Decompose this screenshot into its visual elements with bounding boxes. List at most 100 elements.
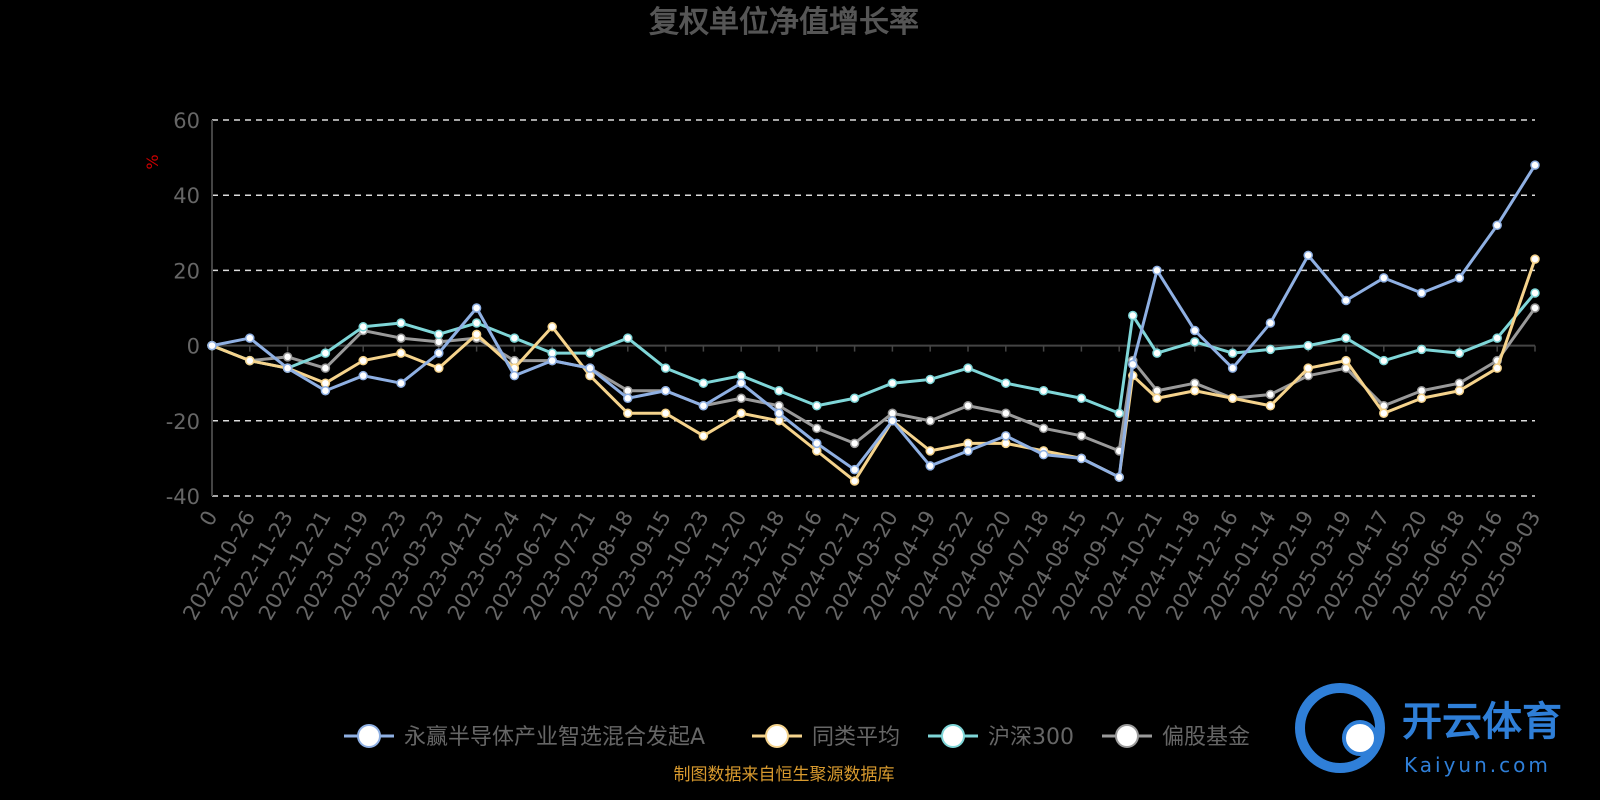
data-point xyxy=(1492,220,1502,231)
data-point xyxy=(849,464,860,475)
data-point xyxy=(396,318,406,328)
data-point xyxy=(320,385,331,396)
data-point xyxy=(1227,363,1238,373)
series-line-3 xyxy=(211,307,1537,453)
data-point xyxy=(320,363,331,373)
legend-item-3[interactable]: 偏股基金 xyxy=(1102,724,1250,750)
data-point xyxy=(207,340,217,351)
data-point xyxy=(1454,385,1465,396)
data-point xyxy=(698,378,709,388)
data-point xyxy=(547,355,557,366)
data-point xyxy=(1114,472,1124,482)
data-point xyxy=(471,318,482,328)
data-point xyxy=(396,378,406,388)
data-point xyxy=(471,329,482,340)
data-point xyxy=(434,329,444,340)
y-tick-label: -20 xyxy=(166,410,200,434)
data-point xyxy=(925,416,935,426)
data-point xyxy=(471,303,482,313)
data-point xyxy=(358,322,368,332)
data-point xyxy=(1530,303,1540,313)
kaiyun-logo: 开云体育 Kaiyun.com xyxy=(1295,683,1562,777)
data-point xyxy=(736,393,746,403)
data-point xyxy=(1114,408,1124,419)
axes xyxy=(211,120,1535,496)
legend-item-2[interactable]: 沪深300 xyxy=(928,724,1074,750)
data-point xyxy=(358,355,368,366)
data-point xyxy=(1076,393,1087,403)
data-point xyxy=(849,476,860,486)
data-point xyxy=(660,363,671,373)
data-point xyxy=(1128,310,1138,321)
data-point xyxy=(1530,254,1540,264)
data-point xyxy=(1303,340,1313,351)
data-point xyxy=(812,438,822,449)
data-point xyxy=(1341,355,1351,366)
y-tick-label: 0 xyxy=(187,335,200,359)
data-point xyxy=(1038,385,1049,396)
data-point xyxy=(282,352,293,362)
data-point xyxy=(623,393,633,403)
data-point xyxy=(547,322,557,332)
data-point xyxy=(1379,408,1389,419)
x-axis-ticks: 02022-10-262022-11-232022-12-212023-01-1… xyxy=(178,345,1545,624)
data-point xyxy=(585,348,595,358)
data-point xyxy=(245,333,255,343)
y-axis-unit: % xyxy=(143,154,162,169)
series-lines xyxy=(207,160,1540,486)
data-point xyxy=(660,408,671,419)
data-point xyxy=(1265,344,1276,355)
data-point xyxy=(849,393,860,403)
data-point xyxy=(1190,337,1200,347)
data-point xyxy=(1530,160,1540,170)
data-point xyxy=(1341,333,1351,343)
data-point xyxy=(623,333,633,343)
data-point xyxy=(887,416,898,426)
data-point xyxy=(1303,363,1313,373)
data-point xyxy=(1416,288,1427,298)
legend-label: 偏股基金 xyxy=(1162,725,1250,750)
data-point xyxy=(358,370,368,381)
data-point xyxy=(1454,348,1465,358)
data-point xyxy=(774,385,784,396)
legend-item-0[interactable]: 永赢半导体产业智选混合发起A xyxy=(344,724,705,750)
legend-item-1[interactable]: 同类平均 xyxy=(752,724,900,750)
data-point xyxy=(1227,393,1238,403)
data-point xyxy=(925,461,935,471)
data-source-note: 制图数据来自恒生聚源数据库 xyxy=(674,765,895,785)
data-point xyxy=(585,363,595,373)
grid-lines xyxy=(212,119,1535,497)
data-point xyxy=(1416,344,1427,355)
legend-marker-icon xyxy=(765,724,789,748)
legend-marker-icon xyxy=(941,724,965,748)
data-point xyxy=(623,408,633,419)
legend-label: 同类平均 xyxy=(812,725,900,750)
data-point xyxy=(1416,393,1427,403)
y-tick-label: -40 xyxy=(166,485,200,509)
data-point xyxy=(774,408,784,419)
data-point xyxy=(963,363,973,373)
data-point xyxy=(1001,408,1011,419)
legend[interactable]: 永赢半导体产业智选混合发起A 同类平均 沪深300 偏股基金 xyxy=(344,724,1250,750)
legend-label: 永赢半导体产业智选混合发起A xyxy=(404,725,705,750)
data-point xyxy=(1265,318,1276,328)
data-point xyxy=(963,446,973,456)
data-point xyxy=(1038,423,1049,434)
data-point xyxy=(736,408,746,419)
logo-brand: 开云体育 xyxy=(1402,699,1562,745)
data-point xyxy=(1492,333,1502,343)
data-point xyxy=(849,438,860,449)
data-point xyxy=(1076,431,1087,441)
chart-title: 复权单位净值增长率 xyxy=(649,5,919,40)
data-point xyxy=(812,401,822,411)
data-point xyxy=(963,401,973,411)
data-point xyxy=(509,370,520,381)
legend-label: 沪深300 xyxy=(988,725,1074,750)
data-point xyxy=(698,431,709,441)
data-point xyxy=(1038,449,1049,460)
data-point xyxy=(698,401,709,411)
data-point xyxy=(1190,385,1200,396)
data-point xyxy=(1190,325,1200,336)
data-point xyxy=(925,446,935,456)
data-point xyxy=(925,374,935,385)
